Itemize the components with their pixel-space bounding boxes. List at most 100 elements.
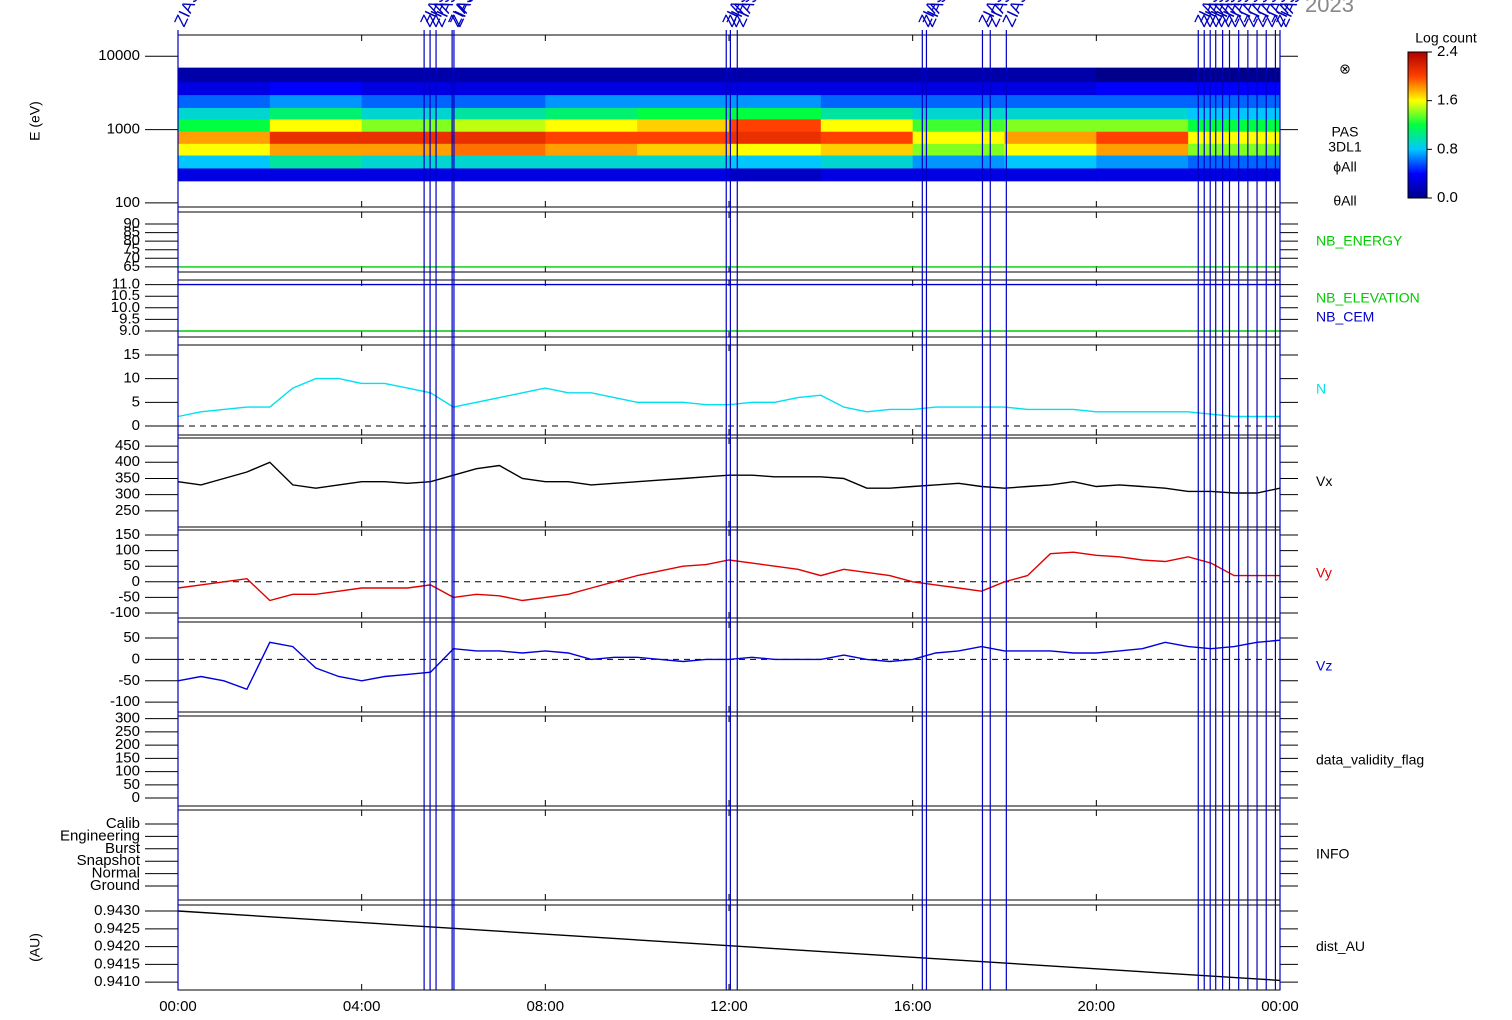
y-tick-label: 5 — [132, 393, 140, 410]
heatmap-cell — [361, 81, 454, 96]
heatmap-cell — [1004, 131, 1097, 144]
heatmap-cell — [820, 131, 914, 144]
panel-label: 3DL1 — [1328, 139, 1362, 155]
heatmap-cell — [637, 81, 730, 96]
y-tick-label: -50 — [118, 672, 140, 689]
panel-label: INFO — [1316, 846, 1350, 862]
y-tick-label: 75 — [123, 241, 140, 258]
panel-frame — [177, 211, 1281, 273]
y-tick-label: 1000 — [107, 121, 140, 138]
event-label: ZIAS — [170, 0, 203, 30]
heatmap-cell — [178, 107, 271, 120]
y-tick-label: 15 — [123, 346, 140, 363]
y-tick-label: 100 — [115, 542, 140, 559]
heatmap-cell — [453, 118, 546, 132]
panel: GroundNormalSnapshotBurstEngineeringCali… — [60, 809, 1350, 901]
colorbar-title: Log count — [1415, 30, 1477, 46]
y-tick-label: 0.9415 — [94, 955, 140, 972]
y-tick-label: 100 — [115, 194, 140, 211]
y-tick-label: 250 — [115, 723, 140, 740]
heatmap-cell — [269, 107, 363, 120]
y-tick-label: 150 — [115, 749, 140, 766]
heatmap-cell — [453, 107, 546, 120]
y-tick-label: Snapshot — [77, 852, 141, 869]
heatmap-cell — [1004, 94, 1097, 109]
y-tick-label: 150 — [115, 526, 140, 543]
series-line — [177, 910, 1281, 982]
panel-label: θAll — [1333, 193, 1356, 209]
heatmap-cell — [1004, 81, 1097, 96]
heatmap-cell — [729, 81, 822, 96]
panel-frame — [177, 437, 1281, 528]
heatmap-cell — [269, 143, 363, 156]
series-line — [177, 461, 1281, 494]
y-tick-label: Burst — [105, 840, 141, 857]
series-label: Vx — [1316, 473, 1332, 489]
series-label: dist_AU — [1316, 938, 1365, 954]
heatmap-cell — [361, 67, 454, 83]
heatmap-cell — [545, 155, 638, 169]
series-line — [177, 639, 1281, 691]
y-tick-label: -50 — [118, 588, 140, 605]
heatmap-cell — [361, 107, 454, 120]
heatmap-cell — [453, 143, 546, 156]
heatmap-cell — [1096, 143, 1189, 156]
heatmap-cell — [1004, 107, 1097, 120]
panel-frame — [177, 529, 1281, 619]
panel-label: ϕAll — [1333, 159, 1356, 175]
colorbar-tick-label: 2.4 — [1437, 43, 1458, 60]
y-tick-label: 50 — [123, 557, 140, 574]
panel-label: PAS — [1332, 124, 1359, 140]
x-tick-label: 20:00 — [1078, 998, 1116, 1015]
heatmap-cell — [178, 67, 271, 83]
y-tick-label: 0.9430 — [94, 902, 140, 919]
heatmap-cell — [178, 155, 271, 169]
heatmap-cell — [1004, 155, 1097, 169]
heatmap-cell — [269, 67, 363, 83]
heatmap-cell — [178, 167, 271, 182]
heatmap-cell — [820, 143, 914, 156]
panel-frame — [177, 715, 1281, 807]
heatmap-cell — [1096, 131, 1189, 144]
panel-frame — [177, 621, 1281, 713]
panel: -100 -50 0 50 Vz — [110, 621, 1332, 713]
heatmap-cell — [1004, 118, 1097, 132]
heatmap-cell — [637, 118, 730, 132]
x-tick-label: 00:00 — [159, 998, 197, 1015]
heatmap-cell — [361, 155, 454, 169]
heatmap-cell — [178, 131, 271, 144]
y-axis-label: E (eV) — [27, 101, 43, 141]
y-tick-label: -100 — [110, 693, 140, 710]
heatmap-cell — [361, 167, 454, 182]
y-tick-label: 100 — [115, 763, 140, 780]
heatmap-cell — [269, 167, 363, 182]
heatmap-cell — [178, 143, 271, 156]
heatmap-cell — [178, 81, 271, 96]
heatmap-cell — [545, 94, 638, 109]
heatmap-cell — [545, 107, 638, 120]
y-tick-label: 10.5 — [111, 287, 140, 304]
heatmap-cell — [1004, 67, 1097, 83]
y-tick-label: 11.0 — [112, 276, 140, 293]
y-tick-label: 300 — [115, 710, 140, 727]
series-label: NB_CEM — [1316, 309, 1374, 325]
heatmap-cell — [178, 94, 271, 109]
y-tick-label: 50 — [123, 629, 140, 646]
series-label: NB_ENERGY — [1316, 233, 1403, 249]
panel-frame — [177, 279, 1281, 338]
heatmap-cell — [545, 131, 638, 144]
y-tick-label: 400 — [115, 453, 140, 470]
heatmap-cell — [1188, 107, 1281, 120]
x-tick-label: 04:00 — [343, 998, 381, 1015]
panel-label: ⊗ — [1339, 61, 1351, 77]
y-tick-label: 250 — [115, 502, 140, 519]
x-tick-label: 16:00 — [894, 998, 932, 1015]
colorbar-tick-label: 0.0 — [1437, 189, 1458, 206]
heatmap-cell — [178, 118, 271, 132]
panel-label: data_validity_flag — [1316, 752, 1424, 768]
